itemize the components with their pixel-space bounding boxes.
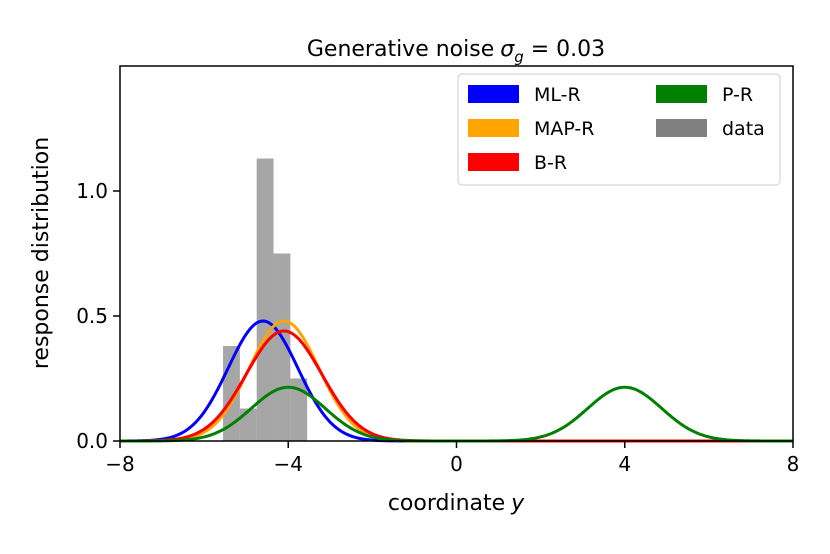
histogram-bar-5 xyxy=(290,378,308,441)
legend-label-b-r: B-R xyxy=(534,152,567,174)
x-tick-label: −4 xyxy=(274,452,303,476)
histogram-bar-4 xyxy=(273,253,291,441)
y-tick-label: 1.0 xyxy=(76,179,108,203)
legend-label-data: data xyxy=(722,118,765,140)
x-axis-title-text: coordinate xyxy=(388,491,505,516)
legend-label-p-r: P-R xyxy=(722,84,753,106)
chart-title-text: Generative noise xyxy=(307,37,494,62)
chart-title-symbol: σ xyxy=(500,37,515,62)
x-tick-label: 8 xyxy=(787,452,800,476)
series-line-ml-r xyxy=(120,319,793,443)
histogram-bar-3 xyxy=(256,158,274,441)
legend-swatch-map-r xyxy=(468,119,519,137)
y-axis-title: response distribution xyxy=(29,137,54,369)
y-tick-label: 0.5 xyxy=(76,304,108,328)
legend: ML-R MAP-R B-R P-R data xyxy=(457,73,781,186)
x-tick-label: 0 xyxy=(450,452,463,476)
x-tick-label: −8 xyxy=(105,452,134,476)
legend-label-ml-r: ML-R xyxy=(534,84,581,106)
chart-title-subscript: g xyxy=(514,48,524,66)
x-axis-title: coordinate y xyxy=(388,491,525,516)
legend-swatch-b-r xyxy=(468,153,519,171)
histogram-bar-2 xyxy=(239,408,257,441)
chart-title-value: = 0.03 xyxy=(524,37,605,62)
legend-label-map-r: MAP-R xyxy=(534,118,595,140)
legend-swatch-data xyxy=(656,119,707,137)
x-axis-title-var: y xyxy=(510,491,525,516)
axis-ticks: −8 −4 0 4 8 0.0 0.5 1.0 xyxy=(76,179,799,476)
plot-area xyxy=(120,158,793,443)
y-tick-label: 0.0 xyxy=(76,429,108,453)
legend-swatch-ml-r xyxy=(468,85,519,103)
legend-swatch-p-r xyxy=(656,85,707,103)
x-tick-label: 4 xyxy=(618,452,631,476)
chart-title: Generative noise σg = 0.03 xyxy=(307,37,605,66)
